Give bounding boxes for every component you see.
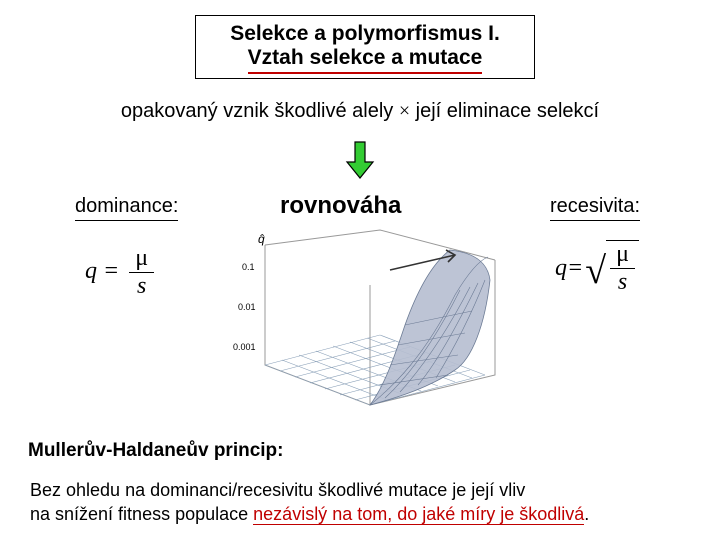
down-arrow-icon bbox=[345, 140, 375, 180]
sqrt-icon: √ bbox=[585, 262, 606, 281]
eq-right-den: s bbox=[610, 269, 635, 296]
slide: Selekce a polymorfismus I. Vztah selekce… bbox=[0, 0, 720, 540]
subtitle-part-1: opakovaný vznik škodlivé alely bbox=[121, 100, 399, 122]
plot-ytick-0: 0.1 bbox=[242, 262, 255, 272]
dominance-label: dominance: bbox=[75, 195, 178, 221]
recessivity-label: recesivita: bbox=[550, 195, 640, 221]
times-symbol: × bbox=[399, 100, 410, 122]
eq-left-fraction: μs bbox=[129, 245, 154, 300]
conclusion-line-2a: na snížení fitness populace bbox=[30, 504, 253, 524]
surface-plot: q̂ 0.1 0.01 0.001 bbox=[220, 225, 520, 415]
title-line-2: Vztah selekce a mutace bbox=[248, 46, 483, 74]
equation-recessive: q = √μs bbox=[555, 240, 639, 296]
subtitle: opakovaný vznik škodlivé alely × její el… bbox=[0, 100, 720, 123]
eq-right-num: μ bbox=[610, 241, 635, 269]
eq-right-q: q bbox=[555, 255, 567, 282]
eq-left-eq: = bbox=[97, 258, 125, 284]
conclusion-emphasis: nezávislý na tom, do jaké míry je škodli… bbox=[253, 504, 584, 525]
plot-y-label: q̂ bbox=[258, 232, 265, 246]
equilibrium-label: rovnováha bbox=[280, 192, 401, 220]
subtitle-part-2: její eliminace selekcí bbox=[410, 100, 599, 122]
plot-ytick-2: 0.001 bbox=[233, 342, 256, 352]
eq-left-q: q bbox=[85, 258, 97, 284]
title-line-1: Selekce a polymorfismus I. bbox=[200, 22, 530, 46]
conclusion-text: Bez ohledu na dominanci/recesivitu škodl… bbox=[30, 478, 589, 527]
plot-ytick-1: 0.01 bbox=[238, 302, 256, 312]
conclusion-line-2b: . bbox=[584, 504, 589, 524]
muller-haldane-heading: Mullerův-Haldaneův princip: bbox=[28, 440, 283, 462]
eq-right-fraction: μs bbox=[610, 241, 635, 296]
eq-right-eq: = bbox=[567, 255, 583, 282]
title-box: Selekce a polymorfismus I. Vztah selekce… bbox=[195, 15, 535, 79]
conclusion-line-1: Bez ohledu na dominanci/recesivitu škodl… bbox=[30, 480, 525, 500]
arrow-shape bbox=[347, 142, 373, 178]
equation-dominance: q = μs bbox=[85, 245, 154, 300]
eq-left-num: μ bbox=[129, 245, 154, 273]
eq-right-root: μs bbox=[606, 240, 639, 296]
eq-left-den: s bbox=[129, 273, 154, 300]
